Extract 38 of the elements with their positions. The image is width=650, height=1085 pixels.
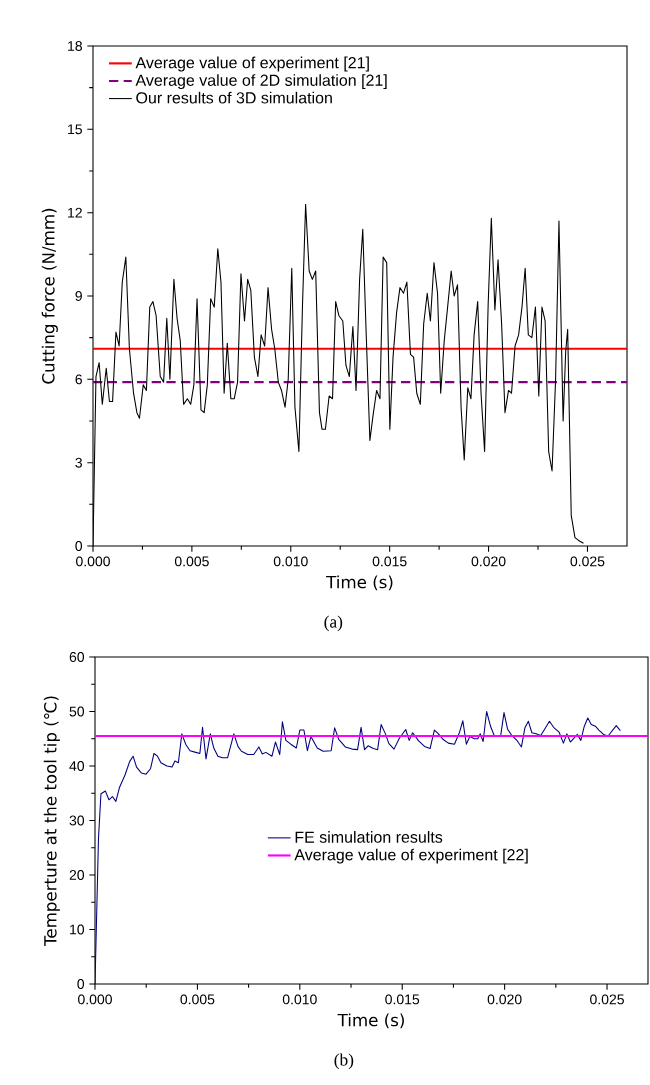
- x-tick-label: 0.015: [385, 994, 420, 1005]
- x-tick-label: 0.020: [471, 556, 506, 567]
- y-tick-label: 60: [69, 652, 85, 662]
- x-tick-label: 0.010: [282, 994, 317, 1005]
- x-tick-label: 0.005: [180, 994, 215, 1005]
- legend-label: Our results of 3D simulation: [136, 91, 332, 104]
- y-tick-label: 40: [69, 761, 85, 771]
- legend-label: FE simulation results: [295, 831, 443, 843]
- y-tick-label: 0: [77, 979, 85, 989]
- y-tick-label: 9: [75, 291, 82, 301]
- legend-label: Average value of 2D simulation [21]: [135, 74, 387, 90]
- y-axis-title: Cutting force (N/mm): [41, 208, 58, 384]
- x-tick-label: 0.025: [570, 556, 605, 567]
- line-series: [95, 710, 621, 984]
- x-tick-label: 0.020: [487, 994, 522, 1005]
- y-axis-title: Temperture at the tool tip (℃): [43, 696, 60, 947]
- y-tick-label: 6: [75, 374, 82, 385]
- x-tick-label: 0.010: [273, 556, 308, 567]
- x-tick-label: 0.005: [174, 556, 209, 567]
- text: (b): [334, 1053, 354, 1070]
- x-axis-title: Time (s): [326, 575, 393, 591]
- y-tick-label: 0: [75, 541, 83, 551]
- text: (a): [324, 615, 343, 632]
- x-tick-label: 0.000: [78, 994, 112, 1005]
- y-tick-label: 12: [68, 207, 82, 218]
- y-tick-label: 20: [69, 870, 85, 880]
- y-tick-label: 15: [68, 124, 82, 135]
- y-tick-label: 30: [69, 815, 85, 826]
- x-tick-label: 0.025: [590, 994, 624, 1005]
- legend-label: Average value of experiment [22]: [294, 848, 528, 864]
- x-tick-label: 0.000: [76, 556, 110, 567]
- x-tick-label: 0.015: [372, 556, 407, 567]
- y-tick-label: 50: [69, 706, 85, 717]
- y-tick-label: 3: [75, 457, 82, 468]
- y-tick-label: 18: [68, 41, 82, 51]
- y-tick-label: 10: [70, 924, 85, 935]
- legend-label: Average value of experiment [21]: [135, 56, 369, 72]
- x-axis-title: Time (s): [337, 1013, 404, 1029]
